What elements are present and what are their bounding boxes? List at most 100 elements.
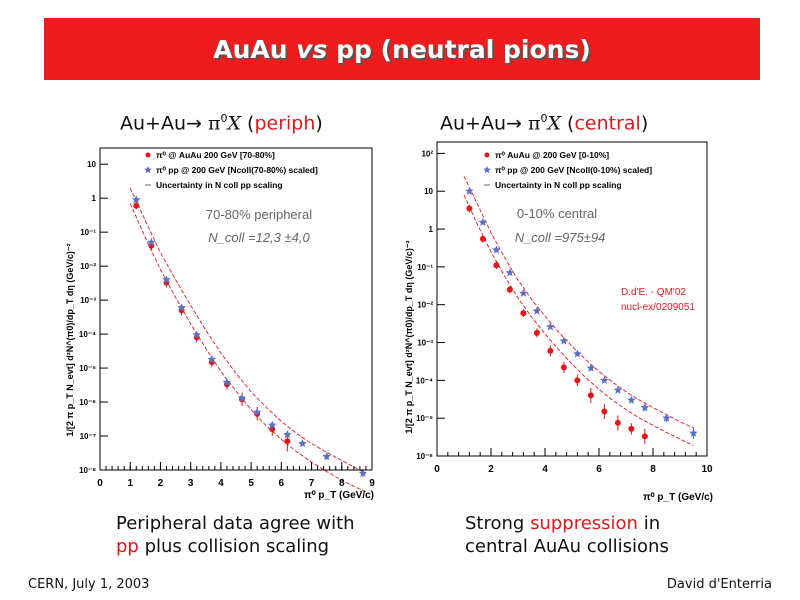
right-caption-line1: Strong suppression in [465, 512, 669, 535]
y-tick-label: 10 [87, 160, 96, 169]
pp-data-point [573, 349, 582, 358]
pp-data-point [132, 195, 141, 204]
pp-data-point [600, 375, 609, 384]
pp-data-point [283, 430, 292, 439]
pp-data-point [252, 407, 262, 416]
pp-data-point [613, 385, 623, 394]
auau-data-point [587, 392, 594, 399]
pp-data-point [298, 439, 307, 448]
heading-paren-close: ) [315, 112, 323, 135]
chart1-series [465, 186, 698, 444]
auau-data-point [284, 438, 291, 445]
auau-data-point [133, 202, 140, 209]
auau-data-point [614, 419, 621, 426]
pp-data-point [519, 288, 528, 297]
pp-data-point [640, 403, 650, 412]
pp-data-point [268, 420, 277, 429]
chart0-annotation-ncoll: N_coll =12,3 ±4,0 [208, 230, 310, 245]
pp-data-point [358, 468, 368, 477]
pp-data-point [192, 330, 201, 339]
heading-reaction: Au+Au→ [120, 112, 208, 135]
footer-date: CERN, July 1, 2003 [28, 577, 150, 592]
chart1-annotation-centrality: 0-10% central [517, 206, 597, 221]
x-tick-label: 5 [248, 478, 254, 489]
y-tick-label: 10⁻¹ [80, 228, 96, 237]
heading-x: X [227, 112, 241, 135]
y-tick-label: 10⁻² [417, 301, 433, 310]
y-tick-label: 10⁻⁴ [79, 330, 96, 339]
heading-paren-close: ) [640, 112, 649, 135]
left-caption-line1: Peripheral data agree with [116, 513, 355, 534]
pp-data-point [207, 354, 217, 363]
chart1-legend: π⁰ AuAu @ 200 GeV [0-10%] π⁰ pp @ 200 GeV… [483, 150, 652, 190]
y-tick-label: 10⁻⁵ [79, 364, 96, 373]
auau-data-point [601, 408, 608, 415]
pp-data-point [532, 306, 542, 315]
auau-data-point [574, 377, 581, 384]
y-tick-label: 10⁻⁸ [79, 466, 96, 475]
right-panel-heading: Au+Au→ π0X (central) [440, 112, 648, 134]
legend-entry: Uncertainty in N coll pp scaling [495, 180, 622, 190]
x-tick-label: 0 [434, 464, 440, 475]
heading-tag-central: central [574, 112, 641, 135]
band-lower-line [129, 203, 367, 493]
auau-data-point [628, 425, 635, 432]
y-tick-label: 10² [421, 149, 433, 158]
x-tick-label: 1 [127, 478, 133, 489]
pp-data-point [465, 186, 474, 195]
auau-data-point [479, 235, 486, 242]
plot-frame [436, 141, 708, 457]
title-part-auau: AuAu [213, 34, 297, 64]
y-tick-label: 1 [429, 225, 434, 234]
y-tick-label: 10⁻⁷ [80, 432, 96, 441]
chart1-xlabel: π⁰ p_T (GeV/c) [643, 492, 713, 503]
caption-scaling: plus collision scaling [138, 536, 330, 557]
y-tick-label: 10⁻⁵ [416, 414, 433, 423]
chart0-ylabel: 1/[2 π p_T N_evt] d²N^(π0)/dp_T dη (GeV/… [65, 243, 75, 436]
right-caption-line2: central AuAu collisions [465, 536, 669, 557]
auau-data-point [506, 286, 513, 293]
pp-data-point [505, 268, 515, 277]
chart1-annotation-ref: nucl-ex/0209051 [621, 302, 695, 313]
y-tick-label: 10⁻³ [417, 339, 433, 348]
pp-data-point [322, 452, 331, 461]
slide-title: AuAu vs pp (neutral pions) [213, 35, 591, 64]
x-tick-label: 9 [369, 478, 375, 489]
legend-entry: π⁰ pp @ 200 GeV [Ncoll(70-80%) scaled] [156, 165, 318, 175]
chart0-band [129, 187, 367, 493]
legend-entry: Uncertainty in N coll pp scaling [156, 180, 283, 190]
pp-data-point [586, 363, 596, 372]
chart1-annotation-ncoll: N_coll =975±94 [515, 230, 606, 245]
heading-x: X [547, 112, 561, 135]
pp-data-point [237, 393, 247, 402]
left-caption: Peripheral data agree with pp plus colli… [116, 512, 355, 558]
band-lower-line [463, 194, 694, 446]
x-tick-label: 2 [158, 478, 164, 489]
heading-reaction: Au+Au→ [440, 112, 528, 135]
chart0-xlabel: π⁰ p_T (GeV/c) [304, 490, 374, 501]
band-upper-line [129, 187, 367, 474]
y-tick-label: 10⁻² [80, 262, 96, 271]
auau-data-point [466, 205, 473, 212]
plot-frame [99, 147, 373, 471]
x-tick-label: 8 [650, 464, 656, 475]
y-tick-label: 10⁻⁴ [416, 376, 433, 385]
caption-in: in [637, 513, 661, 534]
heading-paren-open: ( [241, 112, 255, 135]
pp-data-point [177, 303, 186, 312]
x-tick-label: 6 [596, 464, 602, 475]
chart1-ylabel: 1/[2 π p_T N_evt] d²N^(π0)/dp_T dη (GeV/… [404, 240, 414, 433]
y-tick-label: 10⁻¹ [417, 263, 433, 272]
x-tick-label: 4 [218, 478, 224, 489]
heading-tag-periph: periph [254, 112, 316, 135]
x-tick-label: 4 [542, 464, 548, 475]
auau-data-point [560, 364, 567, 371]
central-spectrum-chart: 0 2 4 6 8 10 10² 10 1 10⁻¹ 10⁻² 10⁻³ 10⁻⁴ 10⁻⁵ 10⁻⁶ π⁰… [404, 141, 713, 503]
legend-auau-marker [484, 152, 490, 158]
legend-pp-marker [144, 166, 152, 174]
peripheral-spectrum-chart: 0 1 2 3 4 5 6 7 8 9 10 1 10⁻¹ 10⁻² 10⁻³ 10⁻⁴ 10⁻⁵ 10⁻⁶ 10⁻… [65, 147, 375, 501]
y-tick-label: 10⁻⁶ [79, 398, 96, 407]
y-tick-label: 1 [92, 194, 97, 203]
chart0-series [132, 195, 368, 477]
y-tick-label: 10 [424, 187, 433, 196]
